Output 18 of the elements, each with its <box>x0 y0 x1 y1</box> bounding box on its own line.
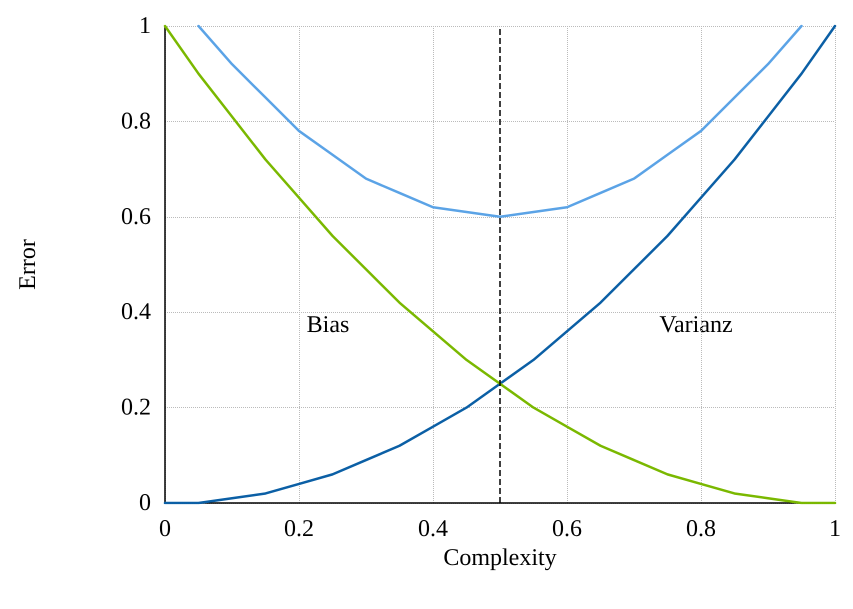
y-axis-title: Error <box>15 239 41 290</box>
x-tick-label: 0.8 <box>686 516 716 542</box>
x-tick-label: 0.2 <box>284 516 314 542</box>
x-tick-label: 0 <box>159 516 171 542</box>
line-series <box>164 24 836 504</box>
annotation: Bias <box>306 312 350 338</box>
y-tick-label: 0.8 <box>121 108 151 134</box>
y-tick-label: 1 <box>139 13 151 39</box>
line-series <box>197 24 803 218</box>
y-tick-label: 0 <box>139 490 151 516</box>
x-axis-title: Complexity <box>443 544 557 571</box>
y-tick-label: 0.2 <box>121 394 151 421</box>
y-tick-label: 0.6 <box>121 204 151 230</box>
annotation: Varianz <box>659 312 733 338</box>
x-tick-label: 1 <box>829 516 841 542</box>
y-tick-label: 0.4 <box>121 299 151 326</box>
x-tick-label: 0.4 <box>418 516 448 542</box>
x-tick-label: 0.6 <box>552 516 582 542</box>
